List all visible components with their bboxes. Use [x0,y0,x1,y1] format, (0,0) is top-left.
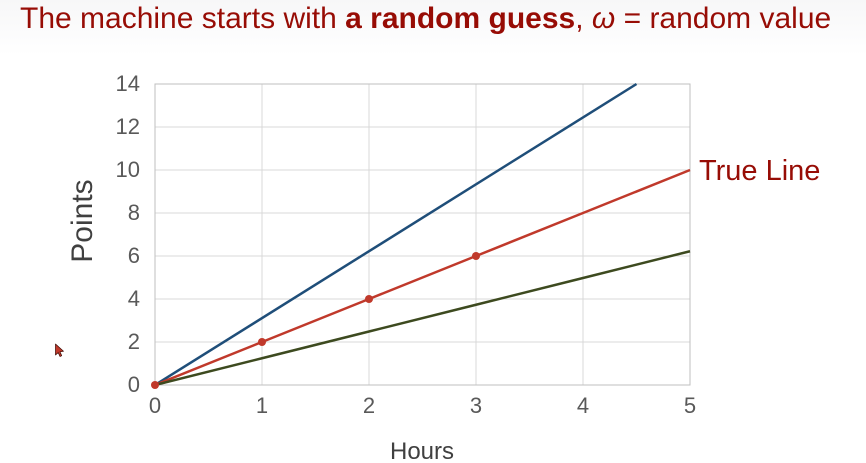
svg-text:True Line: True Line [699,155,820,187]
svg-text:2: 2 [363,393,375,418]
svg-text:14: 14 [116,71,140,96]
svg-text:4: 4 [128,286,140,311]
svg-text:4: 4 [577,393,589,418]
svg-text:0: 0 [128,372,140,397]
svg-text:6: 6 [128,243,140,268]
svg-text:3: 3 [470,393,482,418]
svg-text:Points: Points [66,179,99,262]
svg-text:8: 8 [128,200,140,225]
svg-text:1: 1 [256,393,268,418]
svg-text:0: 0 [149,393,161,418]
svg-text:5: 5 [684,393,696,418]
svg-text:12: 12 [116,114,140,139]
svg-text:Hours: Hours [390,438,454,463]
svg-text:10: 10 [116,157,140,182]
svg-text:2: 2 [128,329,140,354]
